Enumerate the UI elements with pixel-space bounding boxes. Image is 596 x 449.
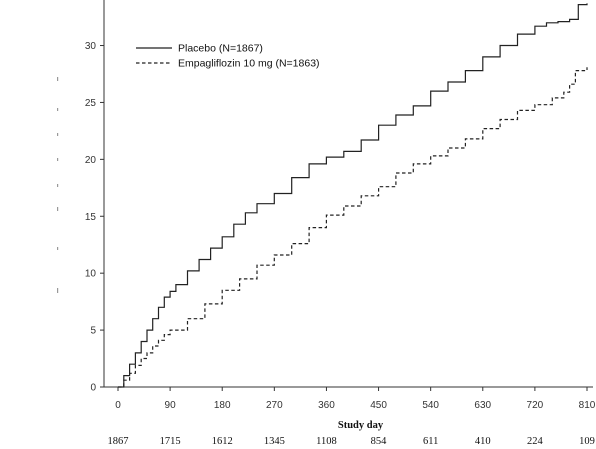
risk-count: 1612 xyxy=(212,436,233,447)
y-tick-label: 30 xyxy=(85,41,97,52)
y-tick-label: 10 xyxy=(85,269,97,280)
series-layer xyxy=(118,3,588,388)
risk-table: 1867 1715 1612 1345 1108 854 611 410 224 109 xyxy=(108,436,595,447)
risk-count: 1345 xyxy=(264,436,285,447)
risk-count: 1715 xyxy=(160,436,181,447)
y-axis: 0 5 10 15 20 25 30 xyxy=(85,0,105,394)
risk-count: 410 xyxy=(475,436,491,447)
risk-count: 224 xyxy=(527,436,544,447)
x-tick-label: 180 xyxy=(214,400,231,411)
x-tick-label: 810 xyxy=(579,400,596,411)
x-tick-label: 720 xyxy=(527,400,544,411)
y-tick-label: 25 xyxy=(85,98,97,109)
y-tick-label: 5 xyxy=(90,326,96,337)
legend-label: Empagliflozin 10 mg (N=1863) xyxy=(178,58,320,70)
series-line-2 xyxy=(118,67,588,388)
y-tick-label: 20 xyxy=(85,155,97,166)
series-line-1 xyxy=(118,3,588,388)
x-axis-title: Study day xyxy=(338,420,384,431)
x-tick-label: 90 xyxy=(165,400,177,411)
x-tick-label: 360 xyxy=(318,400,335,411)
y-tick-label: 0 xyxy=(90,383,96,394)
y-axis-title-residue xyxy=(57,77,59,293)
x-tick-label: 540 xyxy=(422,400,439,411)
risk-count: 611 xyxy=(423,436,438,447)
x-tick-label: 450 xyxy=(370,400,387,411)
x-axis: 0 90 180 270 360 450 540 630 720 810 xyxy=(104,386,596,411)
y-tick-label: 15 xyxy=(85,212,97,223)
legend-label: Placebo (N=1867) xyxy=(178,43,263,55)
legend: Placebo (N=1867) Empagliflozin 10 mg (N=1… xyxy=(136,43,320,70)
x-tick-label: 630 xyxy=(474,400,491,411)
risk-count: 854 xyxy=(371,436,388,447)
x-tick-label: 270 xyxy=(266,400,283,411)
risk-count: 1867 xyxy=(108,436,129,447)
risk-count: 1108 xyxy=(316,436,337,447)
risk-count: 109 xyxy=(579,436,595,447)
x-tick-label: 0 xyxy=(115,400,121,411)
